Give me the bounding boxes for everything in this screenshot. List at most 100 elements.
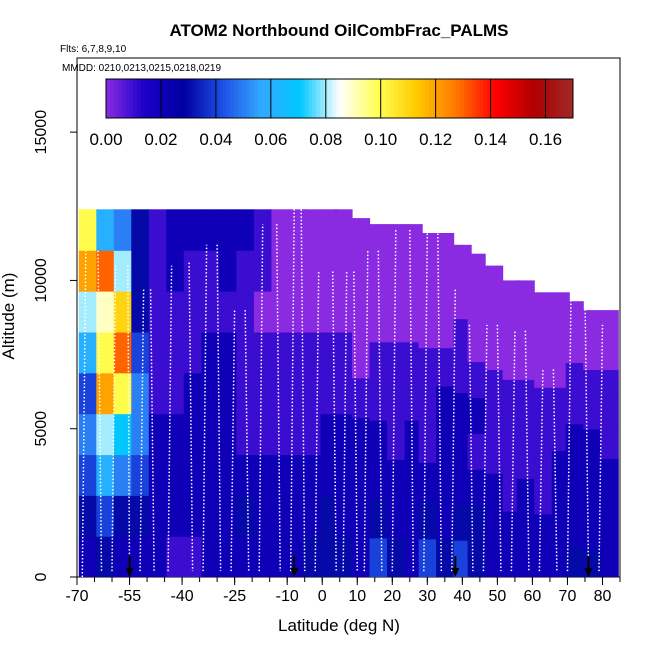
colorbar-segment — [156, 79, 161, 118]
colorbar-segment — [296, 79, 302, 118]
colorbar-segment — [327, 79, 333, 118]
colorbar-segment — [257, 79, 263, 118]
heatmap-cell — [131, 250, 150, 292]
colorbar-segment — [432, 79, 438, 118]
colorbar-segment — [499, 79, 504, 118]
colorbar-segment — [331, 79, 337, 118]
heatmap-cell — [303, 536, 322, 577]
heatmap-cell — [253, 454, 272, 496]
heatmap-cell — [485, 473, 504, 509]
colorbar-segment — [545, 79, 551, 118]
heatmap-cell — [583, 488, 602, 519]
heatmap-cell — [113, 250, 132, 292]
heatmap-cell — [565, 331, 584, 363]
colorbar-segment — [273, 79, 278, 118]
heatmap-cell — [418, 309, 437, 349]
heatmap-cell — [253, 536, 272, 577]
heatmap-cell — [334, 372, 353, 415]
colorbar-segment — [565, 79, 570, 118]
x-tick-label: 50 — [488, 588, 506, 605]
heatmap-cell — [236, 454, 255, 496]
y-tick-label: 5000 — [33, 411, 50, 447]
heatmap-cell — [131, 209, 150, 251]
heatmap-cell — [565, 454, 584, 486]
colorbar-segment — [526, 79, 531, 118]
x-axis: -70 -55 -40 -25 -10 0 10 20 30 40 50 60 70 80 — [65, 577, 621, 605]
heatmap-cell — [467, 505, 486, 542]
heatmap-cell — [600, 428, 619, 459]
profile-line — [342, 271, 348, 572]
colorbar-segment — [335, 79, 340, 118]
heatmap-cell — [352, 457, 371, 498]
profile-line — [300, 209, 306, 572]
colorbar-segment — [316, 79, 321, 118]
heatmap-cell — [183, 454, 202, 496]
heatmap-cell — [183, 413, 202, 456]
colorbar-segment — [320, 79, 325, 118]
x-tick-label: 40 — [453, 588, 471, 605]
colorbar-segment — [249, 79, 255, 118]
heatmap-cell — [352, 218, 371, 259]
heatmap-cell — [78, 536, 97, 577]
heatmap-cell — [551, 387, 570, 420]
heatmap-cell — [183, 331, 202, 374]
colorbar-segment — [265, 79, 270, 118]
arrow-head — [125, 568, 134, 577]
profile-line — [566, 295, 572, 572]
heatmap-cell — [201, 291, 220, 333]
heatmap-cell — [166, 331, 185, 374]
x-tick-label: 20 — [383, 588, 401, 605]
heatmap-cell — [502, 346, 521, 380]
colorbar-tick-label: 0.02 — [144, 130, 177, 149]
colorbar-segment — [417, 79, 422, 118]
heatmap-cell — [436, 462, 455, 502]
x-tick-label: 60 — [524, 588, 542, 605]
profile-line — [552, 369, 558, 572]
colorbar-ticks: 0.00 0.02 0.04 0.06 0.08 0.10 0.12 0.14 0.16 — [89, 79, 562, 149]
heatmap-cell — [352, 297, 371, 339]
heatmap-cell — [352, 497, 371, 538]
colorbar-segment — [382, 79, 387, 118]
colorbar-segment — [300, 79, 305, 118]
heatmap-cell — [303, 372, 322, 415]
heatmap-cell — [534, 482, 553, 515]
colorbar-segment — [537, 79, 543, 118]
heatmap-cell — [131, 495, 150, 537]
heatmap-cell — [583, 458, 602, 489]
heatmap-cell — [303, 331, 322, 374]
heatmap-cell — [502, 313, 521, 347]
heatmap-cell — [600, 369, 619, 400]
heatmap-cell — [236, 291, 255, 333]
heatmap-cell — [113, 495, 132, 537]
heatmap-cell — [131, 413, 150, 456]
heatmap-cell — [131, 291, 150, 333]
heatmap-cell — [236, 413, 255, 456]
colorbar-segment — [541, 79, 547, 118]
colorbar-segment — [199, 79, 204, 118]
heatmap-cell — [201, 495, 220, 537]
profile-line — [538, 369, 544, 572]
colorbar-segment — [343, 79, 348, 118]
heatmap-cell — [369, 224, 388, 264]
heatmap-cell — [467, 253, 486, 291]
heatmap-cell — [218, 495, 237, 537]
heatmap-cell — [551, 450, 570, 483]
colorbar-segment — [362, 79, 368, 118]
heatmap-cell — [166, 250, 185, 292]
heatmap-cell — [516, 445, 535, 479]
colorbar-segment — [261, 79, 267, 118]
heatmap-cell — [303, 495, 322, 537]
colorbar-segment — [160, 79, 165, 118]
colorbar-segment — [553, 79, 558, 118]
heatmap-cell — [453, 281, 472, 320]
colorbar-segment — [183, 79, 189, 118]
heatmap-cell — [271, 454, 290, 496]
heatmap-cell — [387, 380, 406, 421]
heatmap-cell — [387, 420, 406, 460]
chart-title: ATOM2 Northbound OilCombFrac_PALMS — [169, 21, 508, 40]
heatmap-cell — [387, 263, 406, 304]
colorbar-segment — [214, 79, 220, 118]
colorbar-segment — [506, 79, 512, 118]
profile-line — [97, 250, 103, 572]
